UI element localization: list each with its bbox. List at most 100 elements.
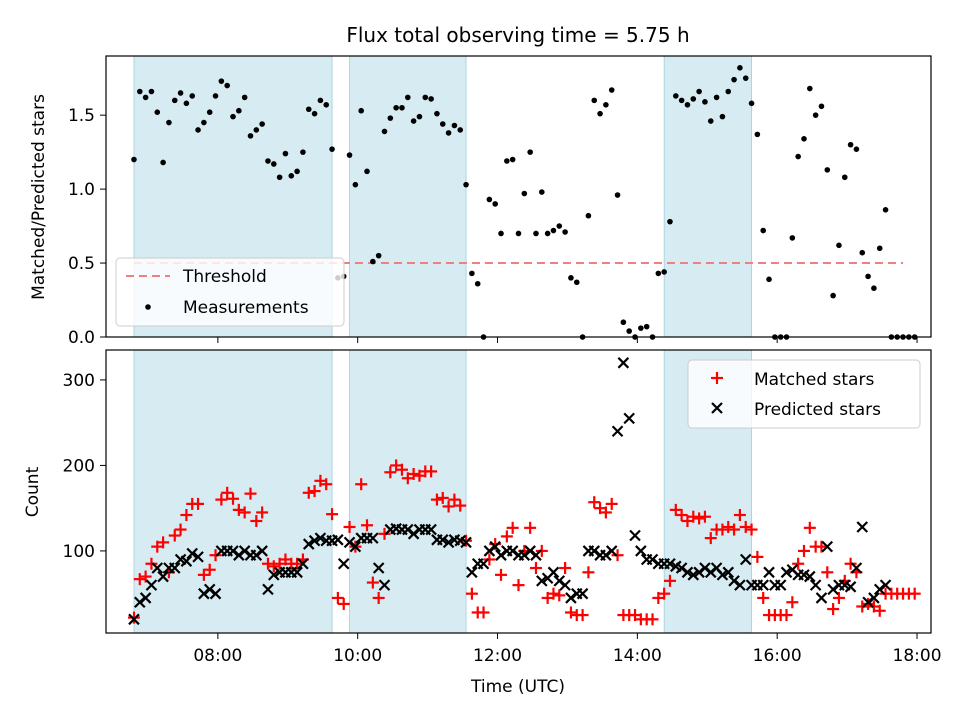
predicted-star-point	[815, 592, 828, 604]
measurement-point	[591, 97, 598, 104]
matched-star-point	[261, 557, 274, 570]
predicted-star-point	[139, 592, 152, 604]
measurement-point	[189, 93, 196, 99]
predicted-star-point	[856, 521, 869, 533]
measurement-point	[876, 245, 883, 252]
predicted-star-point	[145, 579, 158, 591]
matched-star-point	[133, 573, 146, 586]
predicted-star-point	[256, 545, 268, 557]
predicted-star-point	[809, 579, 822, 591]
measurement-point	[789, 235, 796, 241]
matched-star-point	[267, 560, 280, 573]
measurement-point	[818, 103, 825, 110]
chart-title: Flux total observing time = 5.75 h	[346, 23, 689, 47]
measurement-point	[422, 94, 429, 101]
matched-star-point	[361, 519, 374, 532]
measurement-points	[131, 65, 918, 340]
matched-star-point	[168, 529, 181, 542]
matched-star-point	[395, 463, 408, 476]
y-tick-label: 300	[63, 371, 95, 391]
matched-star-point	[745, 523, 758, 536]
measurement-point	[608, 87, 615, 93]
y-tick-label: 100	[63, 542, 95, 562]
measurement-point	[282, 150, 289, 157]
measurement-point	[504, 158, 510, 164]
matched-star-point	[127, 611, 140, 624]
measurement-point	[678, 97, 685, 104]
predicted-star-point	[716, 569, 729, 581]
predicted-star-point	[850, 562, 863, 574]
predicted-star-point	[302, 538, 315, 550]
matched-star-point	[180, 509, 193, 522]
matched-star-point	[757, 591, 770, 604]
measurement-point	[474, 280, 481, 287]
measurement-point	[725, 88, 732, 95]
measurement-point	[509, 156, 516, 163]
measurement-point	[236, 107, 242, 114]
measurement-point	[807, 85, 813, 92]
predicted-star-point	[629, 529, 641, 542]
matched-star-point	[529, 562, 542, 575]
measurement-point	[230, 113, 236, 120]
measurement-point	[218, 78, 225, 84]
matched-star-point	[203, 563, 216, 576]
y-tick-label: 1.5	[68, 106, 95, 126]
x-tick-label: 18:00	[893, 646, 942, 666]
predicted-star-point	[442, 536, 455, 549]
predicted-star-point	[804, 570, 816, 583]
predicted-star-point	[681, 566, 694, 579]
measurement-point	[445, 130, 452, 136]
measurement-point	[847, 141, 854, 148]
matched-star-point	[407, 467, 420, 480]
observing-window-3	[663, 55, 752, 338]
measurement-point	[434, 110, 440, 117]
y-tick-label: 0.5	[68, 254, 95, 274]
measurement-point	[812, 112, 819, 118]
measurement-point	[655, 270, 662, 277]
matched-star-point	[139, 570, 152, 583]
count-plot-frame	[105, 349, 932, 634]
measurement-point	[136, 88, 143, 95]
measurement-point	[841, 174, 848, 181]
measurement-point	[795, 153, 801, 160]
measurement-point	[515, 230, 522, 237]
predicted-star-point	[559, 579, 571, 591]
matched-star-point	[698, 510, 711, 523]
matched-star-point	[384, 466, 397, 479]
predicted-star-point	[687, 569, 700, 581]
measurement-point	[323, 102, 330, 108]
measurement-point	[824, 167, 831, 173]
measurement-point	[696, 88, 702, 95]
matched-star-point	[302, 486, 315, 499]
predicted-star-point	[308, 534, 321, 547]
measurement-point	[294, 168, 300, 175]
matched-star-point	[500, 530, 513, 543]
predicted-star-point	[186, 547, 199, 560]
predicted-star-point	[157, 570, 169, 583]
matched-star-point	[599, 506, 612, 519]
matched-star-point	[780, 609, 793, 622]
predicted-star-point	[460, 536, 472, 549]
predicted-star-point	[128, 613, 140, 626]
count-panel: 100 200 300 08:00 10:00 12:00 14:00 16:00 18:00…	[23, 349, 942, 697]
legend-predicted-label: Predicted stars	[754, 400, 881, 420]
matched-star-point	[669, 503, 682, 516]
matched-star-point	[553, 589, 566, 602]
measurement-point	[597, 110, 603, 117]
predicted-star-point	[757, 579, 769, 591]
legend-measurements-swatch	[145, 304, 151, 310]
matched-star-point	[559, 562, 572, 575]
measurement-point	[253, 127, 260, 133]
matched-star-point	[221, 486, 234, 499]
measurement-point	[305, 106, 312, 113]
ratio-plot-frame	[105, 55, 932, 338]
matched-star-point	[355, 478, 368, 491]
measurement-point	[731, 76, 737, 83]
measurement-point	[364, 168, 370, 175]
predicted-star-point	[844, 581, 857, 593]
measurement-point	[224, 82, 230, 89]
measurement-point	[399, 104, 405, 111]
measurement-point	[358, 107, 364, 114]
predicted-star-point	[722, 566, 735, 579]
count-legend-box	[687, 359, 921, 429]
